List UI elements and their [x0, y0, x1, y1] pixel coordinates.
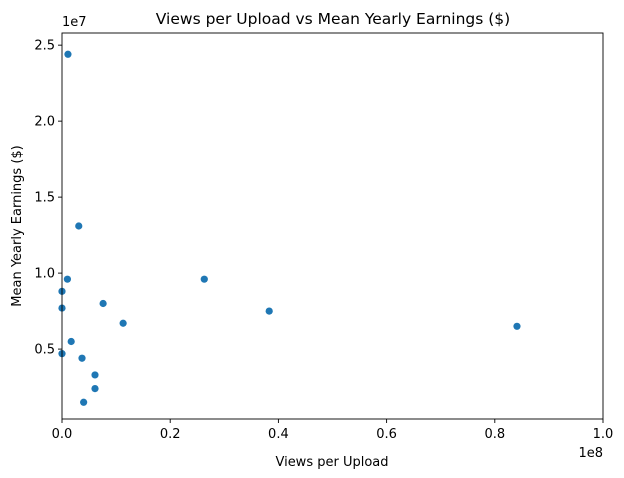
data-point-3	[63, 275, 72, 283]
plot-frame	[61, 32, 604, 420]
data-point-1	[64, 50, 72, 58]
data-point-16	[80, 398, 88, 406]
data-point-14	[91, 371, 99, 379]
chart-title: Views per Upload vs Mean Yearly Earnings…	[156, 10, 510, 28]
data-point-4	[200, 275, 208, 283]
data-point-9	[119, 319, 127, 327]
y-offset-label: 1e7	[62, 15, 87, 30]
x-tick-label: 0.6	[376, 427, 397, 442]
y-tick-label: 1.0	[34, 267, 55, 282]
data-point-8	[265, 307, 273, 315]
x-tick-label: 1.0	[593, 427, 614, 442]
y-axis: 0.5 1.0 1.5 2.0 2.5	[34, 39, 62, 358]
y-tick-label: 1.5	[34, 191, 55, 206]
x-tick-label: 0.0	[52, 427, 73, 442]
y-tick-label: 0.5	[34, 343, 55, 358]
x-tick-label: 0.4	[268, 427, 289, 442]
x-tick-label: 0.8	[484, 427, 505, 442]
data-point-6	[99, 299, 107, 308]
x-axis-label: Views per Upload	[275, 455, 388, 470]
data-point-2	[75, 222, 83, 230]
y-tick-label: 2.5	[34, 39, 55, 54]
data-point-13	[78, 354, 86, 362]
y-tick-label: 2.0	[34, 115, 55, 130]
y-axis-label: Mean Yearly Earnings ($)	[10, 145, 25, 306]
data-point-11	[67, 337, 75, 346]
data-point-15	[91, 385, 99, 393]
data-point-10	[513, 322, 521, 330]
x-tick-label: 0.2	[160, 427, 181, 442]
x-axis: 0.0 0.2 0.4 0.6 0.8 1.0	[52, 419, 614, 442]
points-layer	[58, 50, 521, 406]
x-offset-label: 1e8	[578, 446, 603, 461]
